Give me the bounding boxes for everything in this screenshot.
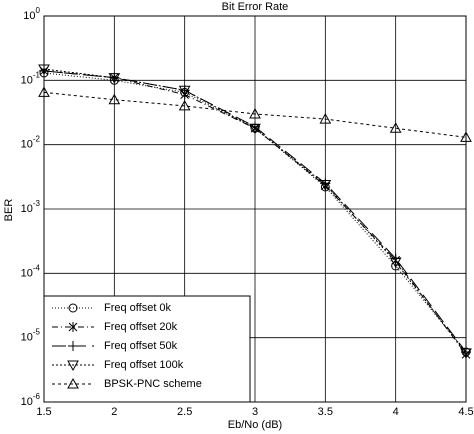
legend-marker bbox=[68, 303, 78, 313]
marker bbox=[319, 180, 332, 191]
x-axis-label: Eb/No (dB) bbox=[228, 419, 282, 431]
series-line bbox=[43, 91, 467, 138]
legend-label: BPSK-PNC scheme bbox=[104, 378, 202, 390]
marker bbox=[389, 257, 402, 269]
y-tick-label: 10-1 bbox=[21, 70, 41, 86]
x-tick-label: 2 bbox=[111, 406, 117, 418]
y-tick-label: 10-2 bbox=[21, 135, 41, 151]
legend-label: Freq offset 50k bbox=[104, 340, 178, 352]
y-tick-label: 10-4 bbox=[21, 263, 41, 279]
legend-marker bbox=[68, 341, 78, 351]
marker bbox=[178, 99, 191, 111]
marker bbox=[249, 123, 261, 135]
y-tick-label: 10-5 bbox=[21, 328, 41, 344]
x-tick-label: 1.5 bbox=[36, 406, 51, 418]
legend-marker bbox=[67, 377, 79, 389]
y-tick-label: 10-3 bbox=[21, 199, 41, 215]
marker bbox=[38, 64, 50, 76]
marker bbox=[460, 348, 472, 359]
x-tick-label: 4 bbox=[393, 406, 399, 418]
marker bbox=[249, 107, 261, 119]
x-tick-label: 3.5 bbox=[318, 406, 333, 418]
marker bbox=[319, 113, 332, 124]
legend-label: Freq offset 100k bbox=[104, 359, 184, 371]
marker bbox=[178, 85, 191, 97]
x-tick-label: 4.5 bbox=[458, 406, 473, 418]
marker bbox=[108, 93, 121, 105]
marker bbox=[38, 86, 50, 97]
chart-title: Bit Error Rate bbox=[222, 1, 289, 13]
series-line bbox=[43, 68, 467, 354]
y-axis-label: BER bbox=[3, 199, 15, 222]
x-tick-label: 2.5 bbox=[177, 406, 192, 418]
marker bbox=[108, 73, 121, 84]
legend-marker bbox=[67, 360, 79, 372]
marker bbox=[389, 122, 402, 133]
y-tick-label: 10-6 bbox=[21, 392, 41, 408]
legend-label: Freq offset 0k bbox=[104, 302, 172, 314]
marker bbox=[460, 131, 472, 142]
x-tick-label: 3 bbox=[252, 406, 258, 418]
plot-frame bbox=[43, 15, 467, 403]
legend-marker bbox=[68, 322, 78, 332]
legend-label: Freq offset 20k bbox=[104, 321, 178, 333]
y-tick-label: 100 bbox=[23, 6, 40, 22]
